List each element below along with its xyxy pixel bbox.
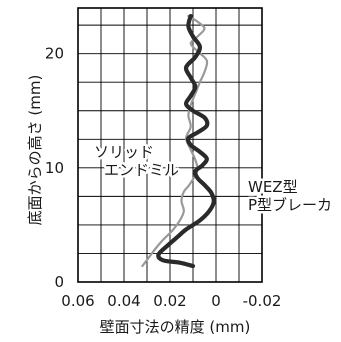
annotation-solid-end-mill-line-1: ソリッド <box>94 143 154 161</box>
y-axis-label: 底面からの高さ (mm) <box>26 75 44 226</box>
x-tick-label: -0.02 <box>243 292 282 310</box>
series-layer <box>141 13 216 269</box>
x-tick-label: 0.06 <box>61 292 94 310</box>
plot-frame <box>77 7 263 283</box>
annotation-solid-end-mill-line-2: エンドミル <box>104 161 179 179</box>
annotation-wez-p-breaker-line-1: WEZ型 <box>248 178 298 196</box>
y-tick-label: 20 <box>45 45 64 63</box>
x-axis-label: 壁面寸法の精度 (mm) <box>100 318 251 336</box>
annotation-wez-p-breaker-line-2: P型ブレーカ <box>248 196 332 214</box>
x-tick-label: 0.02 <box>153 292 186 310</box>
series-line-wez-p-breaker <box>156 13 216 269</box>
y-tick-label: 10 <box>45 159 64 177</box>
ticks: 0.06 0.04 0.02 0 -0.02 0 10 20 <box>45 45 282 310</box>
y-tick-label: 0 <box>54 273 64 291</box>
x-tick-label: 0.04 <box>107 292 140 310</box>
x-tick-label: 0 <box>211 292 221 310</box>
